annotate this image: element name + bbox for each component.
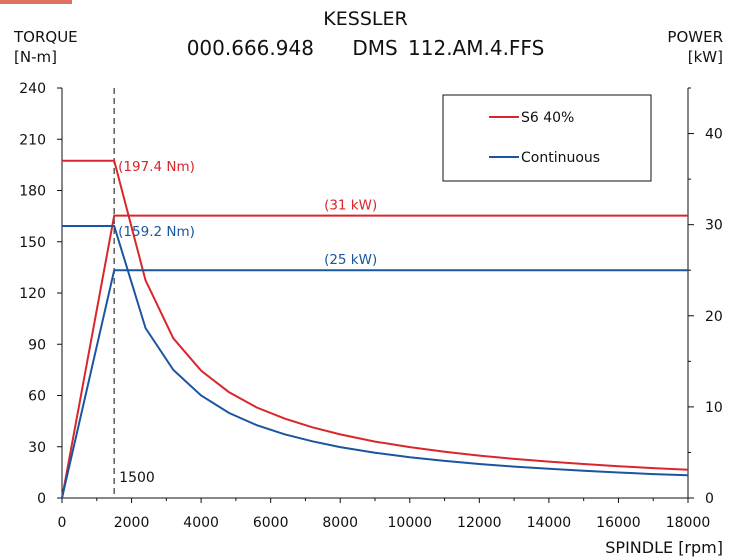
y-right-tick-label: 20	[705, 309, 723, 325]
x-tick-label: 10000	[388, 515, 433, 531]
y-right-axis-title: POWER	[667, 28, 723, 46]
x-axis-title: SPINDLE [rpm]	[605, 538, 723, 557]
y-left-tick-label: 0	[37, 491, 46, 507]
x-tick-label: 18000	[666, 515, 711, 531]
chart-title: KESSLER	[323, 8, 408, 30]
y-left-tick-label: 210	[19, 132, 46, 148]
chart-subtitle: 000.666.948 DMS 112.AM.4.FFS	[0, 36, 731, 60]
model-number: DMS 112.AM.4.FFS	[352, 36, 545, 60]
y-right-tick-label: 40	[705, 127, 723, 143]
base-speed-label: 1500	[119, 470, 155, 486]
torque-annotation-s6-40: (197.4 Nm)	[118, 159, 195, 175]
part-number: 000.666.948	[186, 36, 314, 60]
x-tick-label: 4000	[183, 515, 219, 531]
y-left-axis-title: TORQUE	[14, 28, 78, 46]
y-left-tick-label: 120	[19, 286, 46, 302]
x-tick-label: 16000	[596, 515, 641, 531]
x-tick-label: 12000	[457, 515, 502, 531]
y-right-tick-label: 30	[705, 218, 723, 234]
y-left-tick-label: 180	[19, 184, 46, 200]
power-line-continuous	[61, 269, 688, 499]
y-left-tick-label: 150	[19, 235, 46, 251]
torque-line-continuous	[62, 225, 689, 477]
y-right-axis-unit: [kW]	[687, 48, 723, 66]
y-left-tick-label: 90	[28, 337, 46, 353]
y-left-tick-label: 30	[28, 440, 46, 456]
power-annotation-s6-40: (31 kW)	[324, 198, 377, 214]
y-left-tick-label: 240	[19, 81, 46, 97]
y-left-tick-label: 60	[28, 389, 46, 405]
x-tick-label: 8000	[322, 515, 358, 531]
x-tick-label: 2000	[114, 515, 150, 531]
power-annotation-continuous: (25 kW)	[324, 252, 377, 268]
torque-annotation-continuous: (159.2 Nm)	[118, 224, 195, 240]
x-tick-label: 0	[58, 515, 67, 531]
x-tick-label: 6000	[253, 515, 289, 531]
torque-line-s6-40	[62, 159, 689, 471]
y-right-tick-label: 10	[705, 400, 723, 416]
x-tick-label: 14000	[527, 515, 572, 531]
y-right-tick-label: 0	[705, 491, 714, 507]
y-left-axis-unit: [N-m]	[14, 48, 57, 66]
legend-label-continuous: Continuous	[521, 150, 600, 166]
legend-label-s6-40: S6 40%	[521, 110, 574, 126]
power-line-s6-40	[61, 214, 688, 499]
legend-box	[442, 94, 652, 182]
corner-accent-mark	[0, 0, 72, 4]
